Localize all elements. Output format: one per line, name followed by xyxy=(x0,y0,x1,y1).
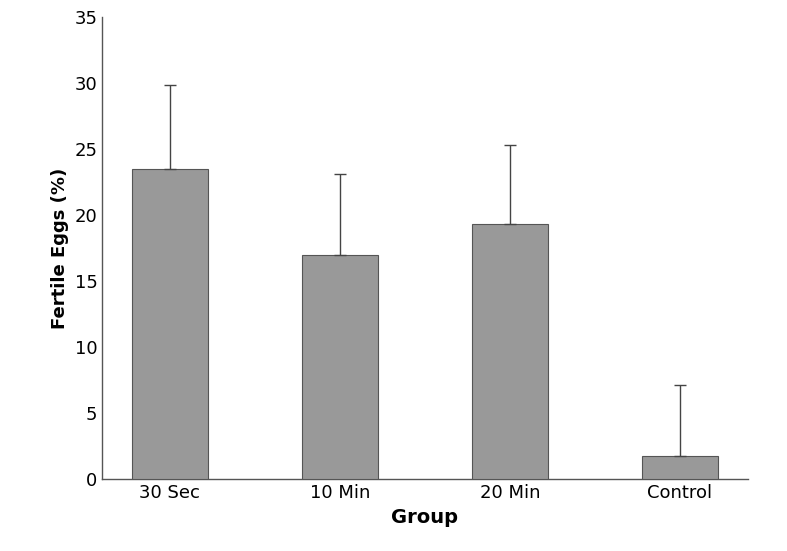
Bar xyxy=(641,456,719,479)
Y-axis label: Fertile Eggs (%): Fertile Eggs (%) xyxy=(51,168,69,328)
Bar xyxy=(301,255,379,479)
Bar xyxy=(471,224,549,479)
X-axis label: Group: Group xyxy=(391,508,459,527)
Bar xyxy=(131,169,209,479)
